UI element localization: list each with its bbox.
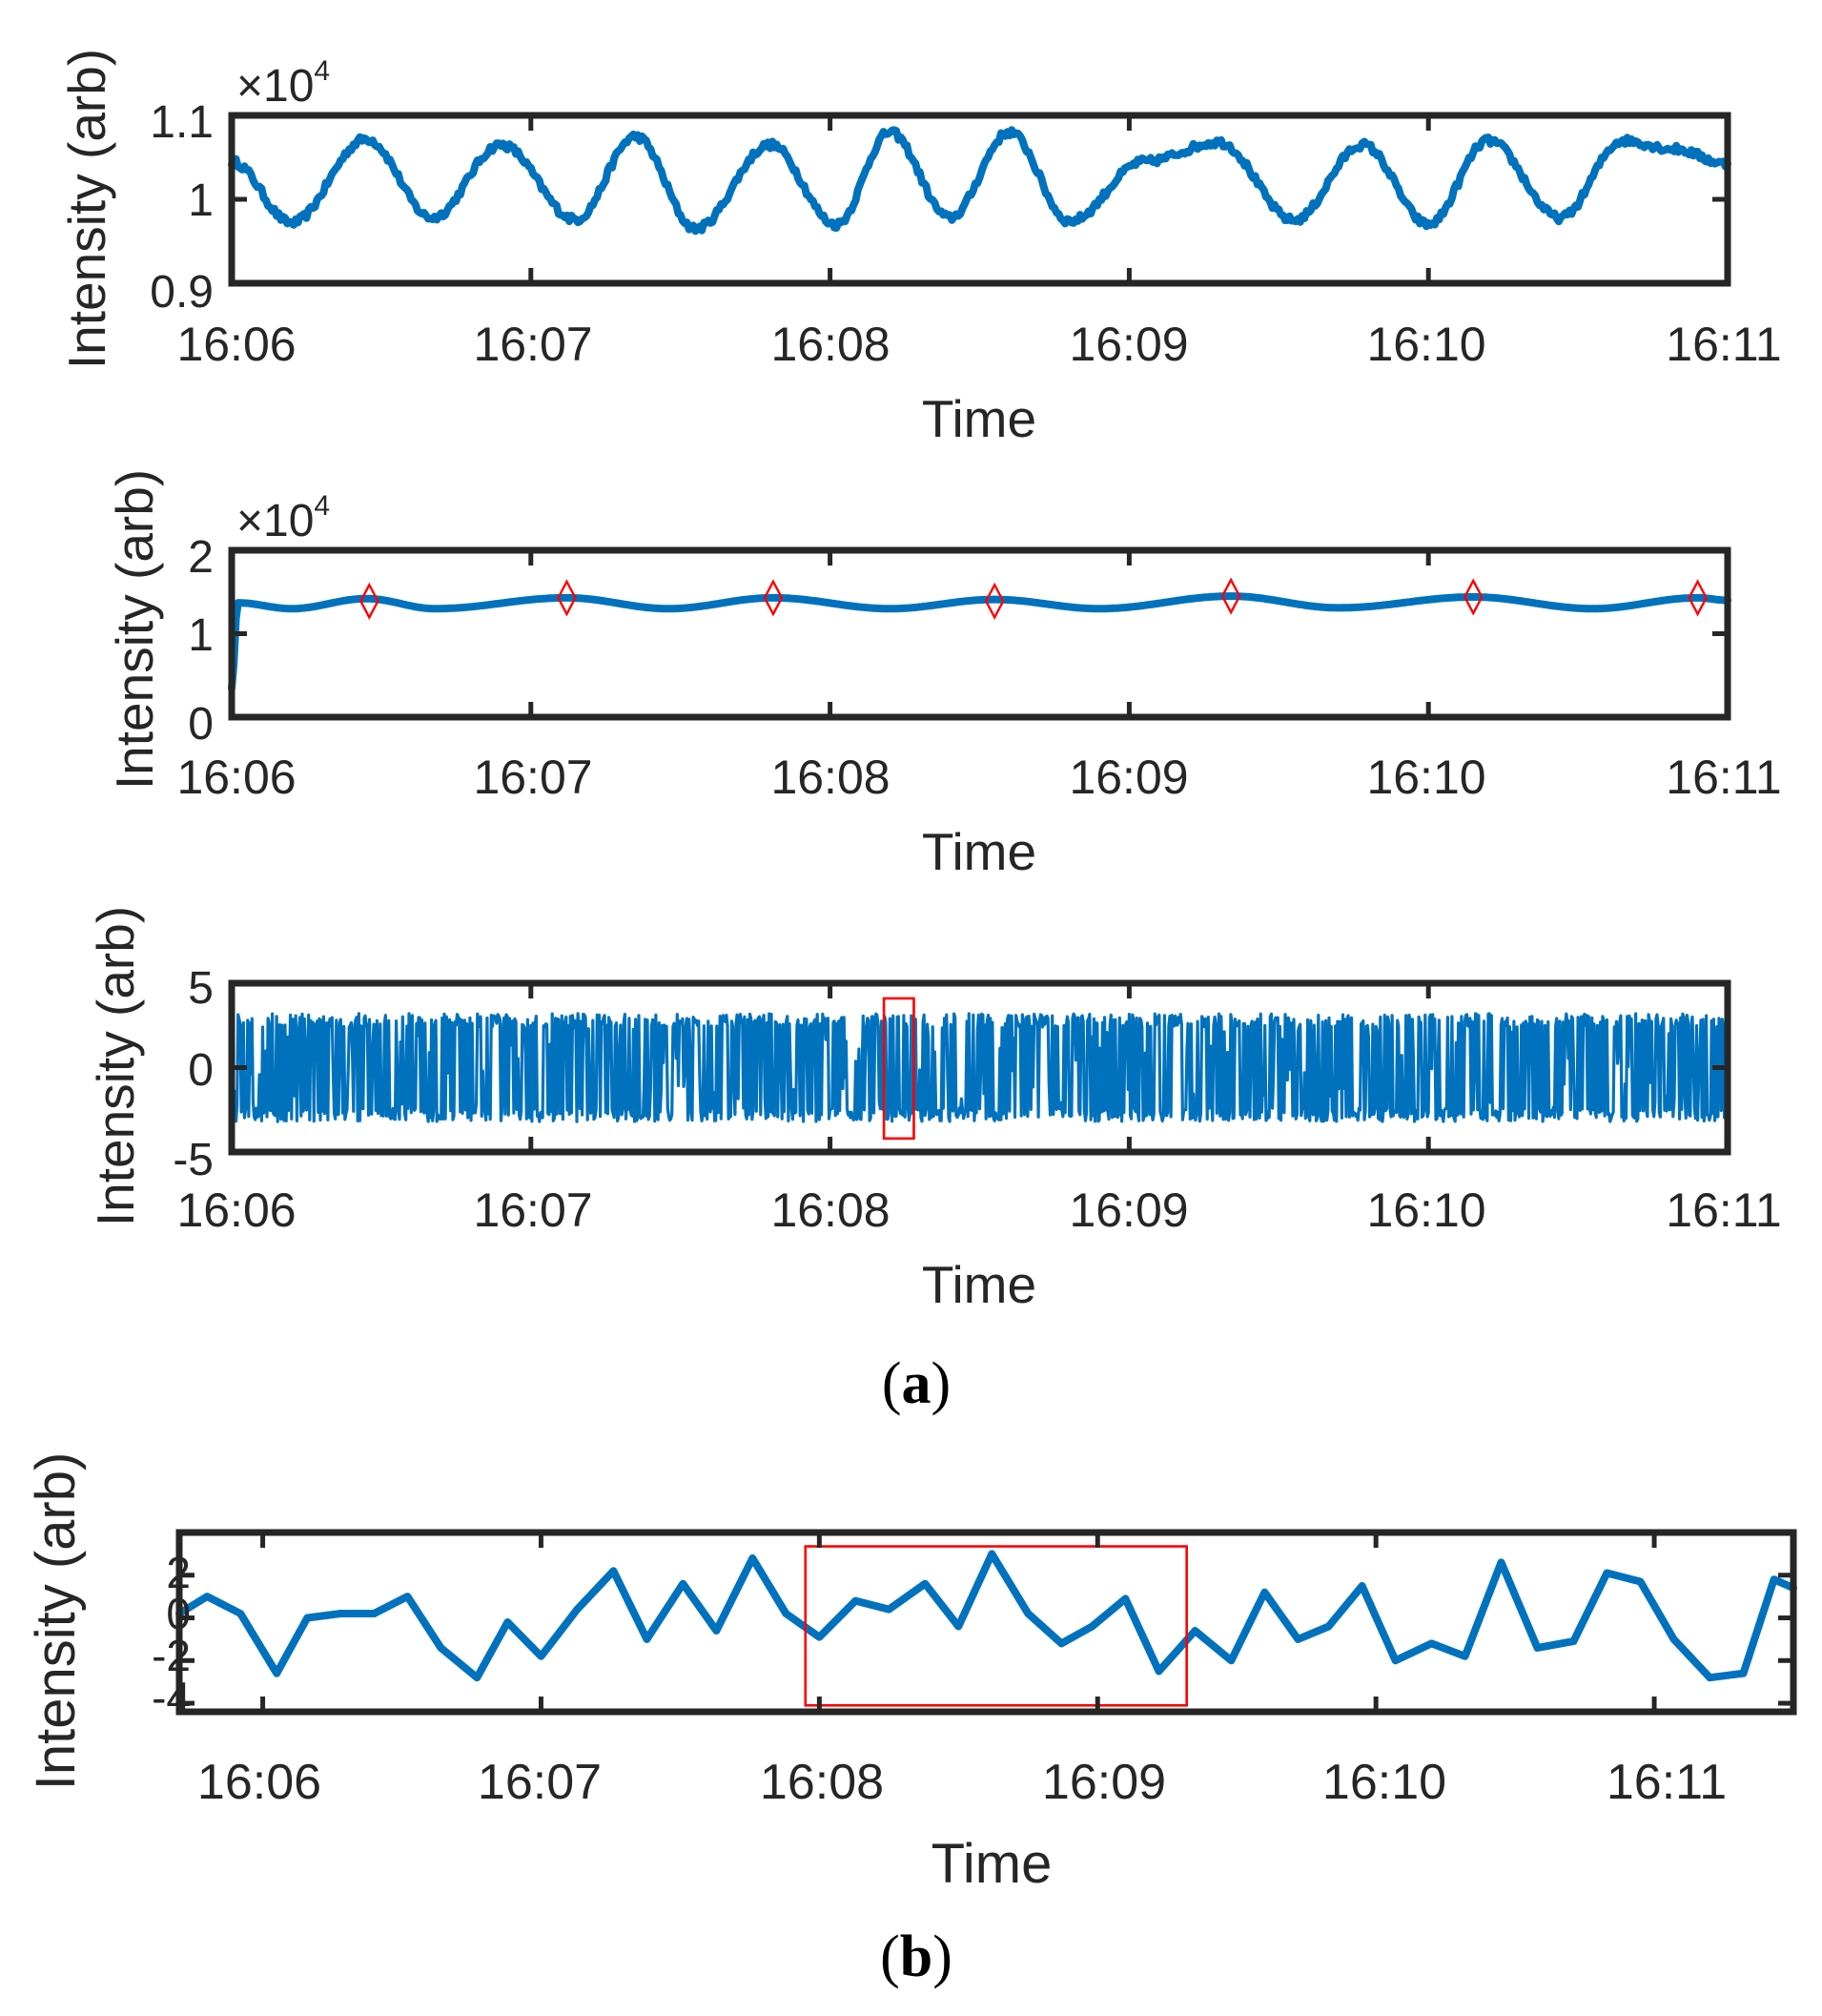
b-x-tick-label: 16:09 bbox=[1042, 1755, 1166, 1810]
a2-ticks bbox=[229, 547, 1730, 720]
a2-x-tick-label: 16:07 bbox=[473, 751, 592, 804]
a3-y-tick-label: 5 bbox=[188, 963, 214, 1014]
a3-highlight-box bbox=[882, 997, 915, 1141]
panel-label-a: (a) bbox=[882, 1351, 951, 1416]
a2-x-tick-label: 16:08 bbox=[770, 751, 890, 804]
a2-y-tick-label: 0 bbox=[188, 699, 214, 750]
a2-peak-marker bbox=[1463, 578, 1484, 616]
a1-exponent-base: ×10 bbox=[236, 61, 314, 112]
a3-series-line bbox=[230, 1012, 1730, 1123]
panel-label-b: (b) bbox=[880, 1924, 952, 1989]
a3-x-tick-label: 16:08 bbox=[770, 1183, 890, 1237]
a2-x-tick-label: 16:10 bbox=[1366, 751, 1485, 804]
a2-series-line bbox=[228, 592, 1731, 692]
panel-b: 2 0 -2 -4 16:06 16:07 16:08 16:09 16:10 … bbox=[25, 1452, 1797, 1895]
a3-x-tick-label: 16:09 bbox=[1069, 1183, 1188, 1237]
a1-exponent-power: 4 bbox=[314, 55, 330, 87]
b-y-tick-label: 2 bbox=[166, 1548, 191, 1597]
a1-x-tick-label: 16:07 bbox=[473, 318, 592, 371]
b-y-axis-label: Intensity (arb) bbox=[25, 1452, 87, 1791]
panel-label-a-letter: a bbox=[902, 1351, 931, 1416]
b-x-tick-label: 16:06 bbox=[197, 1755, 321, 1810]
a1-x-tick-label: 16:10 bbox=[1366, 318, 1485, 371]
a1-series-line bbox=[228, 126, 1731, 236]
a1-x-tick-label: 16:08 bbox=[770, 318, 890, 371]
panel-a3: 5 0 -5 16:06 16:07 16:08 16:09 16:10 16:… bbox=[86, 906, 1782, 1314]
panel-label-a-open: ( bbox=[882, 1351, 902, 1416]
a2-exponent: ×104 bbox=[236, 490, 330, 546]
a1-ticks bbox=[229, 113, 1730, 286]
b-x-tick-label: 16:08 bbox=[760, 1755, 884, 1810]
a1-y-tick-label: 1.1 bbox=[150, 97, 214, 148]
a1-x-tick-label: 16:06 bbox=[176, 318, 296, 371]
a3-x-tick-label: 16:10 bbox=[1366, 1183, 1485, 1237]
a3-x-tick-label: 16:06 bbox=[176, 1183, 296, 1237]
a1-exponent: ×104 bbox=[236, 55, 330, 112]
panel-label-b-letter: b bbox=[900, 1924, 932, 1989]
a3-x-tick-label: 16:07 bbox=[473, 1183, 592, 1237]
a3-y-tick-label: 0 bbox=[188, 1045, 214, 1096]
b-highlight-box bbox=[804, 1545, 1188, 1707]
a1-y-tick-label: 1 bbox=[188, 175, 214, 226]
panel-a2: ×104 2 1 0 16:06 16:07 16:08 16:09 16:10… bbox=[105, 469, 1782, 881]
a1-x-axis-label: Time bbox=[922, 389, 1036, 448]
b-ticks bbox=[179, 1533, 1793, 1712]
a2-x-tick-label: 16:06 bbox=[176, 751, 296, 804]
panel-a1: ×104 1.1 1 0.9 16:06 16:07 16:08 16:09 1… bbox=[57, 49, 1782, 448]
b-plot-frame bbox=[175, 1529, 1797, 1716]
b-x-tick-label: 16:10 bbox=[1322, 1755, 1446, 1810]
a2-exponent-base: ×10 bbox=[236, 496, 314, 546]
a2-exponent-power: 4 bbox=[314, 490, 330, 522]
a2-peak-marker bbox=[557, 579, 577, 617]
b-x-tick-label: 16:07 bbox=[478, 1755, 602, 1810]
b-x-tick-label: 16:11 bbox=[1607, 1755, 1727, 1810]
a1-y-tick-label: 0.9 bbox=[150, 267, 214, 318]
a3-x-axis-label: Time bbox=[922, 1255, 1036, 1314]
b-y-tick-label: -2 bbox=[152, 1631, 191, 1680]
a3-y-axis-label: Intensity (arb) bbox=[86, 906, 145, 1226]
a3-x-tick-label: 16:11 bbox=[1666, 1183, 1781, 1237]
panel-label-a-close: ) bbox=[931, 1351, 952, 1416]
b-x-axis-label: Time bbox=[931, 1833, 1053, 1895]
a2-peak-marker bbox=[358, 582, 379, 620]
b-series-line bbox=[175, 1550, 1797, 1682]
a2-x-tick-label: 16:11 bbox=[1666, 751, 1781, 804]
a2-y-axis-label: Intensity (arb) bbox=[105, 469, 164, 790]
a2-y-tick-label: 1 bbox=[188, 610, 214, 661]
a2-peak-marker bbox=[763, 579, 784, 617]
a2-peak-marker bbox=[1688, 579, 1708, 617]
a3-ticks bbox=[229, 980, 1730, 1155]
a1-x-tick-label: 16:11 bbox=[1666, 318, 1781, 371]
a1-x-tick-label: 16:09 bbox=[1069, 318, 1188, 371]
a3-y-tick-label: -5 bbox=[173, 1135, 214, 1185]
b-y-tick-label: 0 bbox=[166, 1589, 191, 1638]
a1-y-axis-label: Intensity (arb) bbox=[57, 49, 116, 369]
panel-label-b-close: ) bbox=[932, 1924, 952, 1989]
a2-x-axis-label: Time bbox=[922, 822, 1036, 881]
panel-label-b-open: ( bbox=[880, 1924, 900, 1989]
a2-peak-marker bbox=[984, 582, 1005, 620]
a2-peak-markers bbox=[358, 577, 1708, 620]
a2-peak-marker bbox=[1220, 577, 1241, 615]
a2-x-tick-label: 16:09 bbox=[1069, 751, 1188, 804]
b-y-tick-label: -4 bbox=[152, 1673, 191, 1722]
a2-y-tick-label: 2 bbox=[188, 532, 214, 583]
